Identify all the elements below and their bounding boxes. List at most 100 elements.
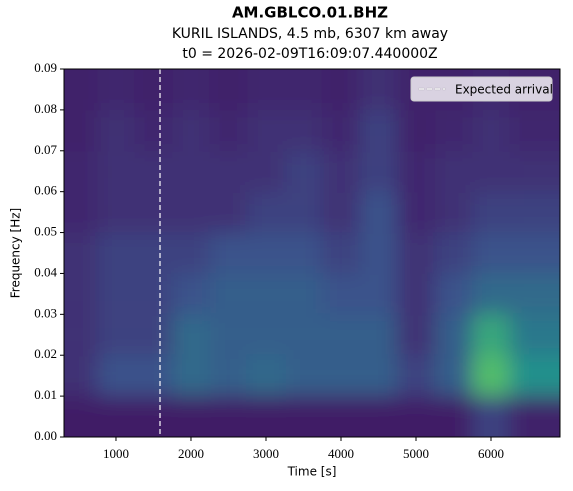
heat-cell [64, 314, 98, 356]
heat-cell [284, 396, 323, 437]
heat-cell [397, 232, 435, 274]
heat-cell [247, 109, 285, 151]
heat-cell [397, 396, 435, 437]
heat-cell [397, 109, 435, 151]
overlay: 1000 2000 3000 4000 5000 6000 0.00 0.01 0.02 0.03… [34, 60, 561, 461]
heat-cell [284, 232, 323, 274]
heat-cell [322, 273, 360, 315]
chart-subtitle: t0 = 2026-02-09T16:09:07.440000Z [182, 46, 437, 62]
heat-cell [172, 69, 210, 110]
legend-box [410, 76, 553, 102]
heat-cell [64, 396, 98, 437]
heat-cell [397, 191, 435, 233]
heat-cell [509, 314, 560, 356]
heatmap-cells [64, 69, 560, 437]
heat-cell [284, 273, 323, 315]
y-tick-label: 0.05 [34, 224, 57, 239]
heat-cell [434, 355, 473, 397]
heat-cell [97, 232, 135, 274]
heat-cell [247, 191, 285, 233]
heat-cell [209, 109, 248, 151]
heat-cell [359, 150, 398, 192]
x-tick-label: 4000 [328, 446, 354, 461]
heat-cell [322, 191, 360, 233]
heat-cell [472, 191, 510, 233]
heat-cell [172, 109, 210, 151]
heat-cell [322, 314, 360, 356]
heat-cell [509, 150, 560, 192]
heat-cell [434, 273, 473, 315]
heat-cell [97, 150, 135, 192]
heat-cell [472, 314, 510, 356]
heat-cell [284, 355, 323, 397]
heat-cell [134, 191, 173, 233]
heat-cell [172, 355, 210, 397]
heat-cell [97, 191, 135, 233]
heat-cell [322, 232, 360, 274]
heat-cell [64, 150, 98, 192]
heat-cell [472, 396, 510, 437]
heat-cell [284, 191, 323, 233]
heat-cell [472, 273, 510, 315]
heat-cell [172, 314, 210, 356]
heat-cell [64, 273, 98, 315]
heat-cell [172, 396, 210, 437]
heat-cell [134, 69, 173, 110]
heat-cell [359, 355, 398, 397]
heat-cell [434, 232, 473, 274]
heat-cell [172, 273, 210, 315]
heat-cell [434, 150, 473, 192]
heat-cell [397, 314, 435, 356]
heat-cell [209, 396, 248, 437]
heat-cell [134, 273, 173, 315]
heat-cell [134, 396, 173, 437]
heat-cell [134, 232, 173, 274]
heat-cell [247, 314, 285, 356]
heat-cell [284, 109, 323, 151]
heat-cell [172, 191, 210, 233]
heat-cell [172, 232, 210, 274]
heat-cell [434, 396, 473, 437]
heat-cell [434, 314, 473, 356]
heat-cell [97, 396, 135, 437]
heat-cell [322, 355, 360, 397]
heat-cell [209, 273, 248, 315]
heat-cell [359, 314, 398, 356]
heat-cell [472, 109, 510, 151]
y-tick-label: 0.09 [34, 60, 57, 75]
heat-cell [209, 69, 248, 110]
heat-cell [322, 396, 360, 437]
heat-cell [509, 273, 560, 315]
heat-cell [209, 232, 248, 274]
heat-cell [97, 69, 135, 110]
heat-cell [247, 273, 285, 315]
heat-cell [97, 314, 135, 356]
heat-cell [359, 109, 398, 151]
heat-cell [64, 69, 98, 110]
heat-cell [209, 314, 248, 356]
heat-cell [209, 355, 248, 397]
heat-cell [134, 314, 173, 356]
heat-cell [472, 150, 510, 192]
y-tick-label: 0.08 [34, 101, 57, 116]
y-tick-label: 0.01 [34, 387, 57, 402]
heat-cell [359, 232, 398, 274]
heat-cell [134, 150, 173, 192]
heat-cell [247, 150, 285, 192]
y-tick-label: 0.07 [34, 142, 57, 157]
heat-cell [359, 69, 398, 110]
heat-cell [397, 355, 435, 397]
heat-cell [434, 109, 473, 151]
heat-cell [64, 232, 98, 274]
heat-cell [322, 109, 360, 151]
x-tick-label: 2000 [178, 446, 204, 461]
legend-label: Expected arrival [455, 83, 553, 97]
y-tick-label: 0.04 [34, 264, 57, 279]
heat-cell [247, 232, 285, 274]
heat-cell [134, 109, 173, 151]
heat-cell [209, 150, 248, 192]
heat-cell [359, 273, 398, 315]
heat-cell [134, 355, 173, 397]
y-axis-label: Frequency [Hz] [9, 208, 23, 299]
heat-cell [434, 191, 473, 233]
